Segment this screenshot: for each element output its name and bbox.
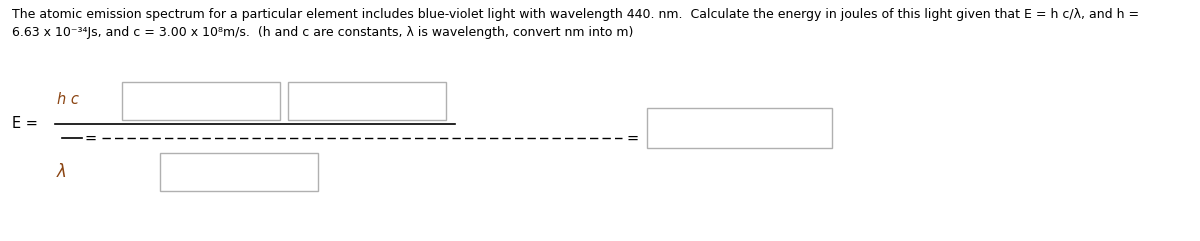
Text: =: = [626,130,638,146]
Text: 6.63 x 10⁻³⁴Js, and c = 3.00 x 10⁸m/s.  (h and c are constants, λ is wavelength,: 6.63 x 10⁻³⁴Js, and c = 3.00 x 10⁸m/s. (… [12,26,634,39]
Bar [647,108,832,148]
Text: λ: λ [58,163,67,181]
Text: The atomic emission spectrum for a particular element includes blue-violet light: The atomic emission spectrum for a parti… [12,8,1139,21]
Text: =: = [85,130,97,146]
Bar [160,153,318,191]
Bar [288,82,446,120]
Text: h c: h c [58,93,79,107]
Text: E =: E = [12,116,38,132]
Bar [122,82,280,120]
